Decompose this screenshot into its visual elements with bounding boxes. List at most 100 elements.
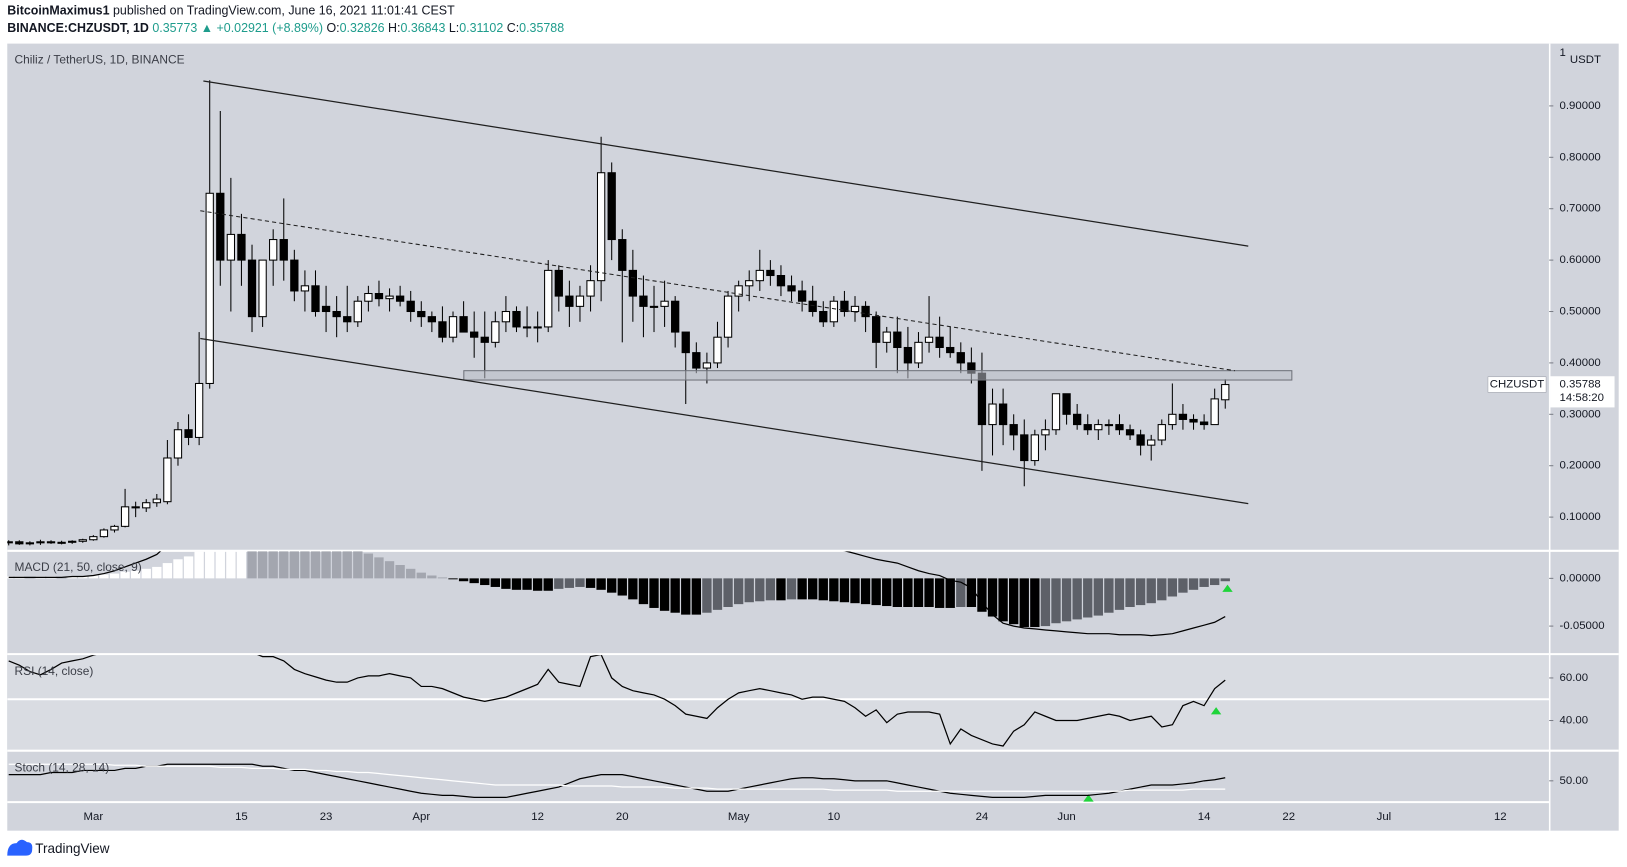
histogram-bar [395, 564, 405, 579]
pane-marks [7, 551, 1230, 637]
histogram-bar [628, 578, 638, 600]
histogram-bar [162, 563, 173, 579]
histogram-bar [691, 578, 701, 615]
histogram-bar [934, 578, 945, 608]
histogram-bar [1051, 578, 1061, 624]
histogram-bar [194, 551, 204, 579]
candle-body [723, 295, 733, 338]
histogram-bar [448, 578, 458, 580]
y-tick-label: 0.90000 [1560, 100, 1601, 112]
histogram-bar [1093, 578, 1103, 616]
candle-body [977, 372, 987, 426]
histogram-bar [1104, 578, 1114, 613]
candle-body [681, 331, 690, 354]
x-tick-label: Jun [1057, 811, 1075, 823]
histogram-bar [977, 578, 987, 612]
candle-body [649, 305, 659, 308]
histogram-bar [437, 577, 448, 579]
y-tick-label: 60.00 [1560, 672, 1589, 684]
countdown: 14:58:20 [1560, 392, 1604, 404]
candle-body [903, 346, 913, 364]
histogram-bar [1030, 578, 1040, 628]
histogram-bar [384, 561, 395, 579]
histogram-bar [702, 578, 712, 613]
histogram-bar [913, 578, 924, 608]
histogram-bar [490, 578, 501, 587]
x-tick-label: 23 [320, 811, 333, 823]
indicator-line [8, 763, 1226, 799]
histogram-bar [892, 578, 902, 608]
candle-body [554, 269, 563, 297]
candle-body [1178, 413, 1188, 420]
histogram-bar [416, 572, 426, 579]
candle-body [713, 336, 722, 364]
macd-line [8, 551, 1226, 637]
histogram-bar [342, 551, 352, 579]
ohlc-value: 0.36843 [400, 21, 445, 35]
histogram-bar [141, 568, 151, 579]
candle-body [311, 285, 320, 313]
candle-body [1168, 413, 1177, 426]
histogram-bar [120, 571, 130, 579]
histogram-bar [469, 578, 479, 584]
candle-body [766, 269, 775, 277]
price-label: 0.35788 [1560, 379, 1601, 391]
brand: TradingView [35, 841, 109, 856]
header-line: BitcoinMaximus1 published on TradingView… [7, 4, 455, 18]
x-tick-label: 15 [235, 811, 248, 823]
logo: TradingView [7, 839, 110, 856]
histogram-bar [554, 578, 564, 589]
x-tick-label: 12 [531, 811, 544, 823]
histogram-bar [406, 568, 416, 579]
y-tick-label: -0.05000 [1560, 620, 1605, 632]
published: published on TradingView.com, June 16, 2… [113, 4, 455, 18]
histogram-bar [480, 578, 490, 586]
candle-body [406, 300, 415, 313]
histogram-bar [363, 553, 374, 579]
scale-label: 1 [1560, 47, 1566, 59]
candle-body [1147, 439, 1156, 446]
histogram-bar [987, 578, 998, 617]
candle-body [269, 239, 278, 261]
candle-body [882, 331, 891, 343]
histogram-bar [808, 578, 818, 600]
signal-arrow [1083, 794, 1094, 802]
symbol: BINANCE:CHZUSDT, 1D [7, 21, 149, 35]
candle-body [692, 352, 701, 369]
candle-body [279, 239, 288, 261]
histogram-bar [183, 556, 194, 579]
candle-body [565, 295, 574, 307]
candle-body [448, 316, 458, 338]
x-tick-label: 10 [828, 811, 841, 823]
ohlc-label: L: [449, 21, 459, 35]
histogram-bar [797, 578, 807, 600]
candle-body [861, 305, 870, 318]
candle-body [300, 285, 310, 292]
histogram-bar [638, 578, 649, 605]
candle-body [776, 275, 786, 287]
candle-body [501, 310, 511, 323]
histogram-bar [215, 551, 225, 579]
candle-body [68, 540, 77, 543]
candle-body [628, 269, 638, 297]
candle-body [459, 316, 468, 333]
y-tick-label: 0.40000 [1560, 357, 1601, 369]
candle-body [1041, 429, 1050, 436]
candle-body [988, 403, 997, 426]
pane-marks [8, 763, 1226, 799]
histogram-bar [1157, 578, 1167, 601]
candle-body [427, 316, 437, 323]
y-tick-label: 0.80000 [1560, 151, 1601, 163]
ohlc-value: 0.35788 [519, 21, 564, 35]
histogram-bar [956, 578, 966, 608]
pane-title: RSI (14, close) [15, 664, 94, 678]
histogram-bar [1114, 578, 1125, 610]
histogram-bar [247, 551, 257, 579]
histogram-bar [374, 557, 384, 579]
candle-body [364, 292, 373, 302]
histogram-bar [78, 576, 88, 579]
price-box [1550, 376, 1615, 408]
candle-body [46, 541, 56, 544]
candle-body [946, 346, 955, 354]
